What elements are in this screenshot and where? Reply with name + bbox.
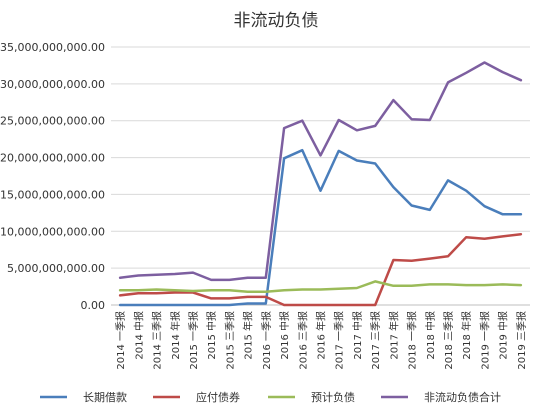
x-tick-label: 2019 三季报 (515, 311, 528, 370)
legend-label-2: 应付债券 (196, 390, 240, 404)
y-tick-label: 35,000,000,000.00 (0, 41, 105, 54)
x-tick-label: 2014 年报 (169, 311, 182, 360)
y-tick-label: 30,000,000,000.00 (0, 78, 105, 91)
legend-label-1: 长期借款 (83, 390, 127, 404)
legend: 长期借款 应付债券 预计负债 非流动负债合计 (40, 390, 501, 404)
y-tick-label: 15,000,000,000.00 (0, 188, 105, 201)
x-tick-label: 2016 中报 (278, 311, 291, 360)
series-line-4 (118, 61, 523, 282)
legend-label-3: 预计负债 (311, 390, 355, 404)
x-tick-label: 2017 一季报 (333, 311, 346, 370)
x-tick-label: 2015 中报 (205, 311, 218, 360)
x-tick-label: 2018 年报 (460, 311, 473, 360)
x-tick-label: 2017 年报 (387, 311, 400, 360)
x-tick-label: 2015 年报 (242, 311, 255, 360)
plot-area (118, 61, 523, 307)
x-tick-label: 2014 一季报 (114, 311, 127, 370)
x-tick-label: 2014 三季报 (151, 311, 164, 370)
x-axis: 2014 一季报 2014 中报 2014 三季报 2014 年报 2015 一季报 20… (114, 311, 528, 370)
legend-label-4: 非流动负债合计 (424, 390, 501, 404)
x-tick-label: 2016 年报 (315, 311, 328, 360)
x-tick-label: 2015 三季报 (223, 311, 236, 370)
x-tick-label: 2019 中报 (497, 311, 510, 360)
x-tick-label: 2016 三季报 (296, 311, 309, 370)
x-tick-label: 2018 中报 (424, 311, 437, 360)
x-tick-label: 2017 中报 (351, 311, 364, 360)
y-tick-label: 10,000,000,000.00 (0, 225, 105, 238)
x-tick-label: 2019 一季报 (478, 311, 491, 370)
x-tick-label: 2018 一季报 (406, 311, 419, 370)
x-tick-label: 2016 一季报 (260, 311, 273, 370)
y-tick-label: 25,000,000,000.00 (0, 115, 105, 128)
x-tick-label: 2015 一季报 (187, 311, 200, 370)
y-tick-label: 20,000,000,000.00 (0, 152, 105, 165)
y-axis: 0.00 5,000,000,000.00 10,000,000,000.00 15,… (0, 41, 105, 312)
y-tick-label: 5,000,000,000.00 (7, 262, 105, 275)
chart-title: 非流动负债 (234, 11, 319, 31)
x-tick-label: 2018 三季报 (442, 311, 455, 370)
x-tick-label: 2014 中报 (132, 311, 145, 360)
series-line-3 (118, 280, 523, 293)
y-tick-label: 0.00 (81, 299, 106, 312)
series-line-2 (118, 232, 523, 307)
series-line-1 (118, 148, 523, 307)
grid-lines (111, 46, 530, 306)
x-tick-label: 2017 三季报 (369, 311, 382, 370)
